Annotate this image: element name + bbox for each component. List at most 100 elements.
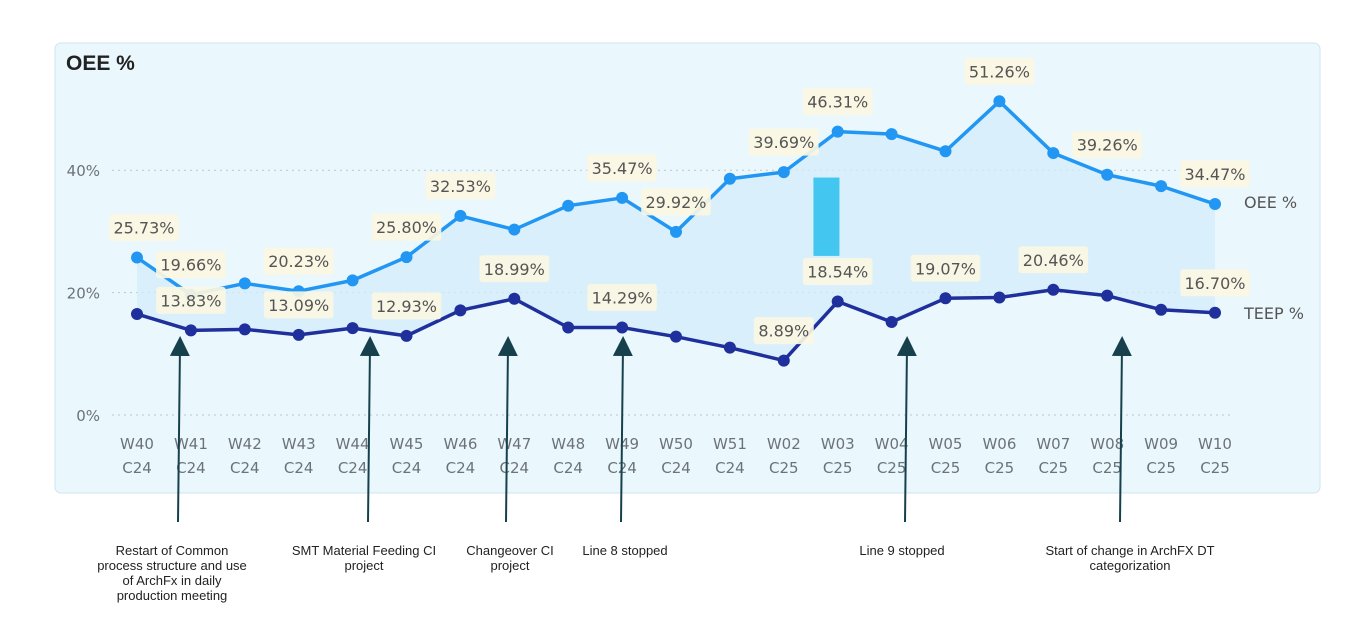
teep-point	[1155, 303, 1168, 316]
x-tick-cycle: C24	[661, 459, 691, 477]
teep-data-label: 20.46%	[1023, 251, 1084, 270]
x-tick-week: W43	[282, 435, 316, 453]
oee-point	[508, 223, 521, 236]
teep-point	[1047, 283, 1060, 296]
oee-point	[346, 274, 359, 287]
x-tick-cycle: C24	[392, 459, 422, 477]
teep-data-label-bg	[910, 254, 981, 282]
oee-data-label-bg	[156, 251, 226, 279]
oee-point	[562, 199, 575, 212]
teep-point	[616, 321, 629, 334]
x-tick-cycle: C25	[931, 459, 961, 477]
teep-point	[508, 292, 521, 305]
x-tick-cycle: C24	[715, 459, 745, 477]
x-tick-cycle: C25	[1200, 459, 1230, 477]
teep-point	[400, 329, 413, 342]
oee-point	[400, 251, 413, 264]
oee-point	[1101, 168, 1114, 181]
oee-data-label: 32.53%	[430, 177, 491, 196]
oee-data-label-bg	[1180, 160, 1250, 188]
y-tick-label: 0%	[76, 407, 100, 425]
x-tick-week: W48	[551, 435, 585, 453]
annotation-arrows	[169, 336, 1132, 523]
x-tick-week: W40	[120, 435, 154, 453]
teep-data-label-bg	[1018, 246, 1089, 274]
teep-point	[777, 354, 790, 367]
teep-point	[993, 291, 1006, 304]
oee-data-label: 25.80%	[376, 218, 437, 237]
oee-data-label-bg	[371, 213, 442, 241]
highlight-bar	[813, 177, 840, 256]
x-tick-week: W10	[1198, 435, 1232, 453]
teep-point	[346, 322, 359, 335]
x-tick-week: W41	[174, 435, 208, 453]
teep-data-label: 14.29%	[592, 289, 653, 308]
x-tick-week: W07	[1036, 435, 1070, 453]
oee-data-label-bg	[109, 214, 179, 242]
legend-layer: OEE % TEEP %	[1243, 193, 1304, 323]
annotation-arrow	[497, 336, 518, 523]
oee-data-label-bg	[263, 247, 334, 275]
oee-data-label: 51.26%	[969, 62, 1030, 81]
teep-data-label: 13.09%	[268, 296, 329, 315]
x-tick-week: W08	[1090, 435, 1124, 453]
annotation-text: Line 9 stopped	[859, 543, 945, 558]
oee-data-label-bg	[641, 188, 711, 216]
teep-point	[292, 328, 305, 341]
oee-point	[777, 166, 790, 179]
y-tick-label: 40%	[67, 162, 100, 180]
teep-data-label: 12.93%	[376, 297, 437, 316]
oee-data-label-bg	[749, 128, 819, 156]
x-tick-week: W05	[929, 435, 963, 453]
oee-point	[1047, 147, 1060, 160]
teep-data-label-bg	[263, 291, 334, 319]
oee-point	[1209, 198, 1221, 211]
x-tick-cycle: C24	[500, 459, 530, 477]
oee-data-label: 34.47%	[1184, 165, 1245, 184]
annotation-arrow	[1111, 336, 1132, 523]
x-tick-week: W03	[821, 435, 855, 453]
y-tick-label: 20%	[67, 285, 100, 303]
x-tick-cycle: C24	[553, 459, 583, 477]
teep-data-label-bg	[802, 258, 873, 286]
teep-point	[238, 323, 251, 336]
annotation-text: SMT Material Feeding CI project	[291, 543, 437, 573]
oee-data-label: 39.69%	[753, 133, 814, 152]
oee-data-label: 35.47%	[592, 159, 653, 178]
teep-data-label-bg	[156, 286, 226, 314]
x-tick-week: W04	[875, 435, 909, 453]
oee-point	[723, 172, 736, 185]
teep-data-label: 13.83%	[160, 291, 221, 310]
annotation-text: Start of change in ArchFX DT categorizat…	[1045, 543, 1215, 573]
teep-point	[723, 341, 736, 354]
annotation-text: Line 8 stopped	[582, 543, 668, 558]
x-tick-cycle: C25	[1092, 459, 1122, 477]
oee-data-label-bg	[425, 172, 496, 200]
data-label-layer: 25.73% 19.66% 20.23% 25.80% 32.53% 35.47% 29.9…	[109, 57, 1250, 345]
x-tick-cycle: C24	[230, 459, 260, 477]
x-tick-week: W42	[228, 435, 262, 453]
oee-point	[238, 277, 251, 290]
x-tick-week: W09	[1144, 435, 1178, 453]
oee-point	[616, 191, 629, 204]
teep-point	[885, 315, 898, 328]
oee-data-label-bg	[1072, 131, 1142, 159]
x-tick-cycle: C25	[877, 459, 907, 477]
oee-data-label-bg	[587, 154, 657, 182]
annotation-arrow	[169, 336, 190, 523]
oee-point	[131, 251, 143, 264]
oee-point	[993, 95, 1006, 108]
x-tick-cycle: C24	[446, 459, 476, 477]
x-tick-week: W44	[336, 435, 370, 453]
teep-data-label-bg	[479, 255, 550, 283]
oee-data-label-bg	[964, 57, 1035, 85]
teep-data-label: 8.89%	[758, 322, 809, 341]
teep-data-label: 18.54%	[807, 263, 868, 282]
oee-data-label: 29.92%	[645, 193, 706, 212]
teep-data-label-bg	[371, 292, 442, 320]
x-tick-week: W02	[767, 435, 801, 453]
x-tick-week: W51	[713, 435, 747, 453]
x-tick-week: W50	[659, 435, 693, 453]
teep-point	[939, 292, 952, 305]
